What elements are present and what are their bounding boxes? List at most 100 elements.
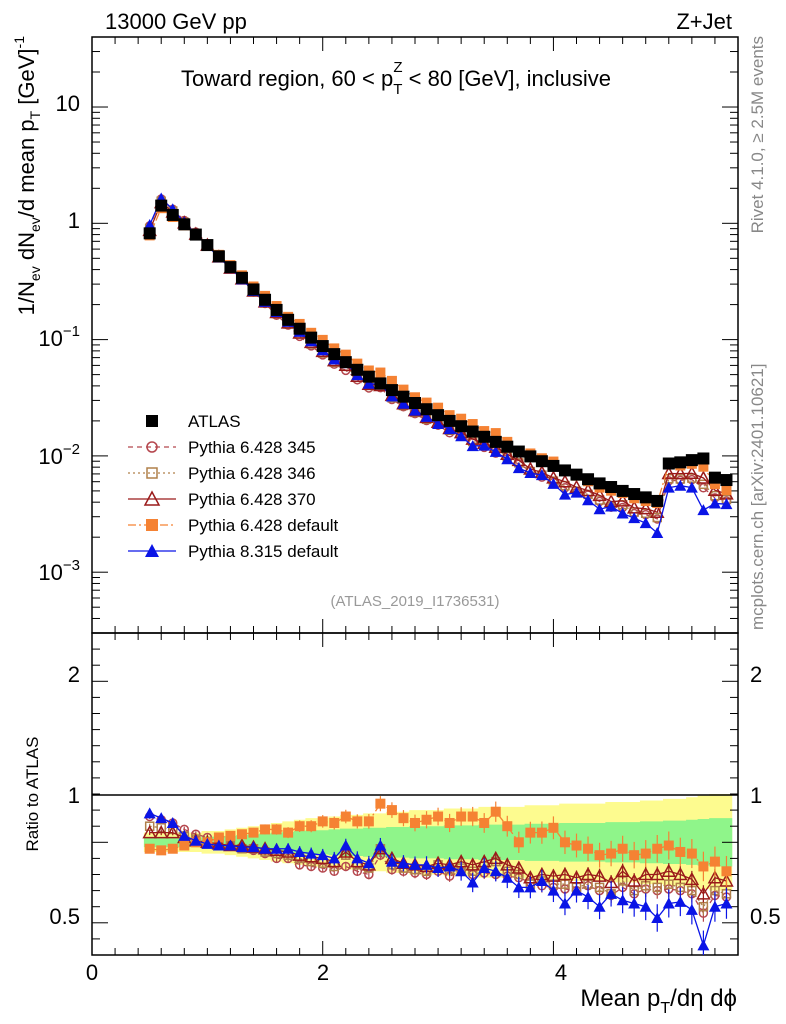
ratio-point <box>432 862 445 874</box>
atlas-point <box>420 403 433 416</box>
ratio-point <box>592 868 607 882</box>
ratio-point <box>421 814 432 825</box>
ratio-series-5 <box>143 807 733 955</box>
atlas-point <box>455 420 468 433</box>
atlas-point <box>339 356 352 369</box>
atlas-point <box>466 425 479 438</box>
upper-point <box>709 479 720 490</box>
ratio-point <box>248 827 259 838</box>
xtick-label-0: 0 <box>86 960 98 985</box>
ratio-point <box>490 806 501 817</box>
ratio-y-tick-labels: 2 1 0.5 2 1 0.5 <box>49 662 780 929</box>
legend-marker <box>146 519 158 531</box>
ratio-point <box>466 876 479 888</box>
atlas-point <box>259 293 272 306</box>
xtick-label-4: 4 <box>555 960 567 985</box>
ytick-label-1: 1 <box>68 208 80 233</box>
ratio-point <box>363 816 374 827</box>
legend-label-p6-345: Pythia 6.428 345 <box>188 438 316 457</box>
ratio-point <box>511 860 527 874</box>
upper-point <box>707 482 723 496</box>
ratio-point <box>673 866 688 881</box>
ratio-point <box>707 870 723 884</box>
upper-point <box>143 218 156 230</box>
atlas-point <box>489 435 502 448</box>
upper-point <box>698 479 709 490</box>
upper-point <box>478 439 491 451</box>
atlas-point <box>201 239 214 252</box>
upper-point <box>628 512 641 524</box>
upper-point <box>684 465 700 480</box>
atlas-point <box>570 468 583 481</box>
ratio-point <box>536 827 547 838</box>
ratio-point <box>294 821 305 832</box>
ratio-point <box>698 901 709 912</box>
ratio-point <box>270 842 283 854</box>
upper-point <box>352 358 363 369</box>
upper-point <box>501 453 514 465</box>
atlas-point <box>166 208 179 221</box>
ratio-point <box>260 824 271 835</box>
ratio-point <box>652 882 662 893</box>
ratio-tick-0.5-right: 0.5 <box>750 904 781 929</box>
ratio-point <box>684 871 700 886</box>
legend-label-p6-370: Pythia 6.428 370 <box>188 490 316 509</box>
ratio-band-stat <box>143 818 733 867</box>
ratio-point <box>155 812 168 824</box>
atlas-point <box>547 459 560 472</box>
ratio-point <box>664 879 674 889</box>
ratio-point <box>352 816 363 827</box>
upper-point <box>547 477 560 489</box>
atlas-point <box>662 457 675 470</box>
ratio-point <box>571 840 582 851</box>
atlas-point <box>628 488 641 501</box>
ratio-point <box>558 897 571 909</box>
upper-point <box>662 481 675 493</box>
x-axis-title: Mean pT/dη dϕ <box>580 985 737 1017</box>
upper-point <box>421 397 432 408</box>
ratio-point <box>224 839 237 851</box>
x-tick-labels: 0 2 4 <box>86 960 567 985</box>
legend-entry-p8-default: Pythia 8.315 default <box>128 542 339 561</box>
ytick-label-1e-1: 10−1 <box>38 323 80 351</box>
process-label: Z+Jet <box>676 9 732 34</box>
upper-point <box>674 479 687 491</box>
ratio-point <box>305 847 318 859</box>
ratio-point <box>570 884 583 896</box>
ratio-point <box>606 848 617 859</box>
ratio-point <box>524 881 537 893</box>
axis-ticks <box>91 36 739 955</box>
upper-point <box>489 445 502 457</box>
ratio-series-4 <box>144 796 732 887</box>
atlas-point <box>351 363 364 376</box>
atlas-point <box>270 303 283 316</box>
atlas-point <box>443 414 456 427</box>
ratio-point <box>512 881 525 893</box>
ratio-point <box>339 839 352 851</box>
upper-point <box>363 365 374 376</box>
upper-point <box>467 419 478 430</box>
upper-point <box>605 500 618 512</box>
ytick-label-1e-3: 10−3 <box>38 557 80 585</box>
upper-point <box>615 493 630 507</box>
atlas-point <box>639 491 652 504</box>
upper-point <box>592 487 607 502</box>
ratio-point <box>580 866 596 881</box>
legend-entry-atlas: ATLAS <box>146 412 241 431</box>
legend: ATLAS Pythia 6.428 345 Pythia 6.428 346 … <box>128 412 339 561</box>
ratio-point <box>178 829 191 841</box>
ratio-point <box>247 841 260 853</box>
ratio-point <box>698 861 709 872</box>
legend-marker <box>145 544 159 557</box>
ratio-point <box>478 862 491 874</box>
atlas-point <box>235 271 248 284</box>
upper-series-4 <box>144 203 732 508</box>
ratio-point <box>686 848 697 859</box>
atlas-point <box>247 283 260 296</box>
ratio-point <box>397 857 410 869</box>
upper-point <box>433 402 444 413</box>
legend-marker <box>143 490 161 506</box>
legend-entry-p6-345: Pythia 6.428 345 <box>128 438 316 457</box>
ratio-point <box>385 855 398 867</box>
